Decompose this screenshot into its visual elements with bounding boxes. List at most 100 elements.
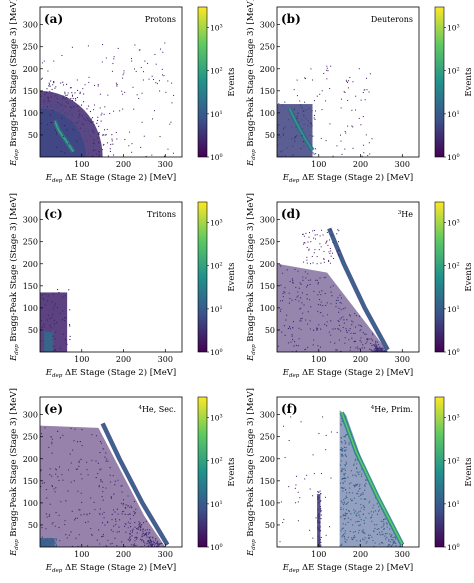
panel-4-feature-3-point [336, 233, 338, 235]
panel-6-feature-1-point [353, 497, 355, 499]
panel-2-feature-3-point [302, 141, 304, 143]
panel-4-feature-1-point [318, 291, 321, 293]
panel-6-feature-1-point [373, 511, 375, 513]
panel-3-feature-2-point [45, 331, 47, 333]
panel-6-feature-1-point [364, 532, 366, 534]
panel-5-feature-1-point [134, 537, 136, 539]
panel-6-feature-4-point [325, 534, 327, 536]
panel-1-feature-1-point [49, 100, 51, 102]
panel-1-feature-4-point [122, 108, 124, 110]
panel-1-feature-1-point [69, 87, 72, 89]
panel-6-feature-1-point [354, 460, 356, 462]
panel-1-feature-1-point [53, 80, 55, 83]
panel-2-feature-3-point [368, 91, 370, 93]
panel-1-feature-2-point [52, 113, 54, 115]
panel-5-feature-1-point [46, 497, 48, 499]
panel-4-feature-1-point [360, 337, 362, 339]
panel-5-feature-1-point [100, 479, 102, 481]
panel-1-xlabel: Edep ΔE Stage (Stage 2) [MeV] [45, 172, 176, 184]
panel-5-feature-1-point [109, 481, 112, 483]
panel-1-feature-4-point [93, 104, 95, 106]
panel-2-feature-3-point [310, 123, 312, 125]
panel-1-feature-1-point [65, 101, 68, 103]
panel-2-feature-3-point [352, 126, 354, 128]
panel-4-feature-3-point [319, 235, 321, 237]
panel-5-feature-3-point [42, 539, 44, 541]
panel-6-feature-1-point [391, 534, 393, 536]
panel-1-feature-1-point [69, 106, 71, 108]
panel-5-feature-1-point [45, 513, 47, 515]
panel-5-feature-1-point [40, 486, 42, 488]
panel-4-feature-1-point [339, 350, 342, 352]
panel-4-feature-1-point [325, 276, 327, 278]
panel-1-feature-2-point [62, 109, 65, 111]
panel-5-feature-1-point [153, 541, 155, 543]
panel-6-feature-3-point [319, 541, 321, 543]
panel-6-feature-1-point [360, 507, 362, 509]
panel-4-feature-1-point [297, 270, 299, 272]
panel-4-feature-3-point [308, 236, 310, 238]
panel-6-feature-4-point [297, 520, 299, 522]
panel-2-feature-1-point [284, 155, 286, 157]
panel-4-feature-3-point [325, 241, 327, 243]
panel-3-feature-2-point [45, 347, 47, 349]
panel-1-feature-2-point [67, 114, 69, 116]
panel-6-feature-1-point [344, 518, 346, 520]
panel-6-feature-3-point [317, 535, 319, 537]
panel-5-feature-1-point [134, 540, 136, 542]
panel-4-feature-1-point [296, 296, 298, 298]
panel-4-feature-1-point [299, 282, 301, 284]
panel-2-feature-3-point [336, 145, 338, 147]
panel-5-feature-1-point [97, 462, 99, 464]
panel-1-feature-1-point [111, 138, 113, 140]
panel-4-feature-1-point [316, 327, 318, 329]
panel-2-feature-1-point [277, 127, 279, 129]
panel-5-feature-3-point [44, 538, 47, 540]
panel-6-feature-1-point [353, 536, 355, 538]
panel-2-feature-1-point [296, 134, 298, 136]
panel-6-feature-1-point [347, 521, 349, 523]
panel-4-feature-1-point [305, 319, 307, 321]
panel-2-feature-3-point [358, 68, 360, 70]
panel-6-feature-1-point [348, 509, 350, 512]
panel-5-feature-1-point [73, 480, 75, 482]
panel-5-feature-1-point [139, 528, 141, 530]
panel-4-feature-1-point [360, 329, 362, 331]
panel-5-feature-1-point [150, 543, 152, 545]
panel-5-colorbar-tick-label: 100 [210, 543, 223, 552]
panel-6-feature-1-point [365, 542, 367, 544]
panel-2-feature-3-point [339, 134, 341, 136]
panel-5-feature-1-point [121, 491, 123, 493]
panel-6-feature-1-point [353, 509, 355, 511]
panel-5-feature-1-point [54, 525, 56, 527]
panel-3-feature-2-point [44, 342, 46, 344]
panel-6-feature-1-point [346, 539, 348, 541]
panel-2-feature-3-point [346, 82, 348, 84]
panel-3-feature-1-point [62, 310, 64, 312]
panel-2-feature-3-point [348, 80, 350, 82]
panel-4-feature-1-point [304, 349, 306, 351]
panel-5-feature-1-point [158, 545, 160, 547]
panel-4-feature-1-point [330, 291, 332, 293]
panel-3-feature-2-point [53, 330, 55, 332]
panel-6-feature-1-point [340, 530, 342, 532]
panel-5-feature-3-point [40, 544, 42, 546]
panel-1-plot-area [40, 7, 182, 157]
panel-4-feature-3-point [302, 233, 304, 235]
panel-3-ylabel: Edep Bragg-Peak Stage (Stage 3) [MeV] [8, 193, 20, 362]
panel-1-feature-4-point [155, 82, 157, 84]
panel-1-feature-2-point [61, 114, 63, 116]
panel-4-feature-1-point [354, 340, 357, 342]
panel-5-feature-1-point [87, 474, 89, 476]
panel-1-feature-2-point [78, 131, 81, 134]
panel-6-feature-1-point [383, 522, 385, 524]
panel-1-feature-1-point [61, 98, 63, 100]
panel-6-feature-1-point [355, 475, 357, 477]
panel-5-feature-1-point [81, 445, 83, 447]
panel-1-feature-4-point [113, 110, 115, 112]
panel-1-feature-4-point [71, 46, 73, 48]
panel-2-feature-1-point [312, 135, 314, 137]
panel-1-feature-4-point [55, 131, 57, 133]
panel-5-feature-1-point [111, 513, 113, 515]
panel-2-feature-3-point [364, 99, 366, 101]
